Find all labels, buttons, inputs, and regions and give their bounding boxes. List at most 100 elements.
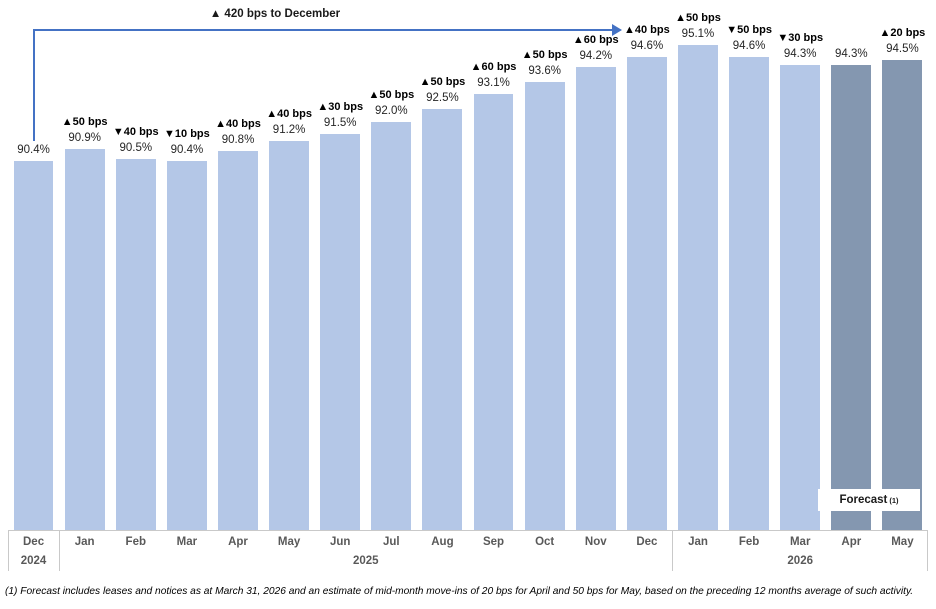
bar bbox=[882, 60, 923, 530]
bar-value-label: 92.5% bbox=[426, 92, 459, 104]
bar-value-label: 90.9% bbox=[68, 132, 101, 144]
month-label: Mar bbox=[176, 536, 198, 548]
bar-value-label: 92.0% bbox=[375, 105, 408, 117]
month-label: Oct bbox=[535, 536, 555, 548]
bar-value-label: 90.4% bbox=[17, 144, 50, 156]
month-label: Jan bbox=[74, 536, 95, 548]
bar-bps-label: ▲50 bps bbox=[521, 49, 568, 61]
month-label: Nov bbox=[584, 536, 607, 548]
bar-column: ▲50 bps 92.5% bbox=[417, 0, 468, 530]
year-label: 2025 bbox=[352, 555, 379, 567]
month-label: Jun bbox=[329, 536, 351, 548]
annotation-label: ▲ 420 bps to December bbox=[209, 8, 341, 20]
year-label: 2024 bbox=[20, 555, 47, 567]
bar-value-label: 94.2% bbox=[579, 50, 613, 62]
bar-bps-label: ▲20 bps bbox=[879, 27, 926, 39]
month-label: Aug bbox=[431, 536, 454, 548]
bar-value-label: 93.6% bbox=[528, 65, 561, 77]
x-axis: Dec Jan Feb Mar Apr May Jun Jul Aug Sep Oct Nov Dec J… bbox=[8, 530, 928, 573]
bar-bps-label: ▲60 bps bbox=[470, 61, 517, 73]
bar-column: 94.3% bbox=[826, 0, 877, 530]
bar bbox=[13, 161, 54, 530]
year-label: 2026 bbox=[787, 555, 813, 567]
bar-bps-label: ▼10 bps bbox=[164, 128, 210, 140]
bar-column: ▲40 bps 90.8% bbox=[212, 0, 263, 530]
forecast-band: Forecast (1) bbox=[818, 489, 920, 511]
bar bbox=[166, 161, 207, 530]
bar bbox=[780, 65, 821, 530]
bar-value-label: 94.6% bbox=[630, 40, 664, 52]
bar-column: ▲50 bps 90.9% bbox=[59, 0, 110, 530]
bar-value-label: 94.3% bbox=[783, 48, 817, 60]
axis-group-separator bbox=[927, 531, 928, 571]
bar-bps-label: ▲40 bps bbox=[215, 118, 261, 130]
month-label: Feb bbox=[125, 536, 146, 548]
bar-column: 90.4% bbox=[8, 0, 59, 530]
month-label: Apr bbox=[228, 536, 248, 548]
bar-bps-label: ▲40 bps bbox=[624, 24, 670, 36]
bar bbox=[64, 149, 105, 530]
bar bbox=[678, 45, 718, 530]
bar bbox=[115, 159, 156, 530]
bar bbox=[269, 141, 310, 530]
bar-value-label: 94.5% bbox=[886, 43, 919, 55]
bar bbox=[524, 82, 565, 530]
bar-value-label: 94.6% bbox=[732, 40, 766, 52]
bar-bps-label: ▲50 bps bbox=[61, 116, 108, 128]
bar-column: ▲40 bps 94.6% bbox=[621, 0, 672, 530]
bar-value-label: 91.2% bbox=[272, 124, 306, 136]
bar-bps-label: ▲30 bps bbox=[317, 101, 364, 113]
bar-column: ▲50 bps 92.0% bbox=[366, 0, 417, 530]
bar bbox=[575, 67, 616, 530]
bar-bps-label: ▲60 bps bbox=[572, 34, 619, 46]
bar bbox=[218, 151, 258, 530]
bar-column: ▼50 bps 94.6% bbox=[724, 0, 775, 530]
bar-value-label: 93.1% bbox=[477, 77, 510, 89]
month-label: Sep bbox=[482, 536, 505, 548]
axis-group-separator bbox=[672, 531, 673, 571]
bar bbox=[422, 109, 463, 530]
bar-column: ▼10 bps 90.4% bbox=[161, 0, 212, 530]
bar-value-label: 90.5% bbox=[119, 142, 153, 154]
month-labels-row: Dec Jan Feb Mar Apr May Jun Jul Aug Sep Oct Nov Dec J… bbox=[8, 531, 928, 551]
bar-bps-label: ▲40 bps bbox=[266, 108, 312, 120]
month-label: Feb bbox=[738, 536, 760, 548]
bar bbox=[320, 134, 361, 530]
annotation-line-vertical bbox=[33, 29, 35, 141]
bar-value-label: 90.8% bbox=[221, 134, 255, 146]
month-label: May bbox=[277, 536, 301, 548]
annotation-arrowhead-icon bbox=[612, 24, 622, 36]
bar-column: ▲50 bps 93.6% bbox=[519, 0, 570, 530]
bar-column: ▲40 bps 91.2% bbox=[264, 0, 315, 530]
month-label: Apr bbox=[841, 536, 862, 548]
bar-column: ▲50 bps 95.1% bbox=[672, 0, 723, 530]
bar-value-label: 94.3% bbox=[835, 48, 868, 60]
plot-area: 90.4% ▲50 bps 90.9% ▼40 bps 90.5% ▼10 bp… bbox=[8, 0, 928, 530]
bar-bps-label: ▼50 bps bbox=[726, 24, 772, 36]
bar-bps-label: ▼30 bps bbox=[777, 32, 824, 44]
bar-column: ▲20 bps 94.5% bbox=[877, 0, 928, 530]
axis-group-separator bbox=[8, 531, 9, 571]
bar bbox=[831, 65, 872, 530]
bar-bps-label: ▲50 bps bbox=[675, 12, 721, 24]
bar-column: ▲30 bps 91.5% bbox=[315, 0, 366, 530]
bar bbox=[729, 57, 769, 530]
bar-bps-label: ▼40 bps bbox=[112, 126, 159, 138]
bar-column: ▲60 bps 93.1% bbox=[468, 0, 519, 530]
axis-group-separator bbox=[59, 531, 60, 571]
bar-bps-label: ▲50 bps bbox=[419, 76, 466, 88]
bar-column: ▼30 bps 94.3% bbox=[775, 0, 826, 530]
month-label: Dec bbox=[23, 536, 45, 548]
footnote: (1) Forecast includes leases and notices… bbox=[5, 586, 914, 597]
month-label: Dec bbox=[636, 536, 658, 548]
bar-column: ▼40 bps 90.5% bbox=[110, 0, 161, 530]
bar bbox=[371, 122, 412, 530]
bar-bps-label: ▲50 bps bbox=[368, 89, 415, 101]
bar bbox=[473, 94, 514, 530]
month-label: May bbox=[891, 536, 914, 548]
bar bbox=[626, 57, 667, 530]
month-label: Mar bbox=[789, 536, 811, 548]
bar-value-label: 91.5% bbox=[323, 117, 357, 129]
month-label: Jul bbox=[383, 536, 400, 548]
